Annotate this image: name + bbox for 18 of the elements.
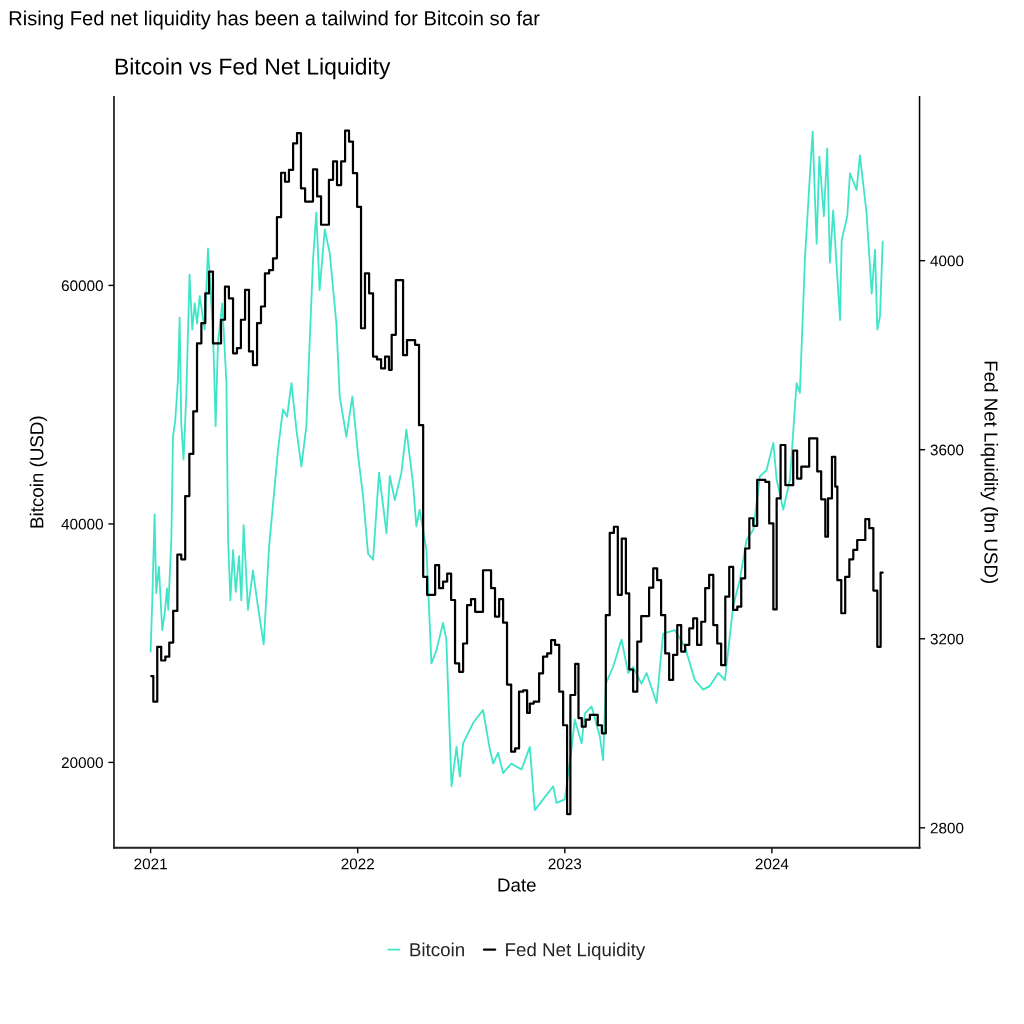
y2-tick-label: 4000 [930, 255, 964, 267]
y2-axis-title: Fed Net Liquidity (bn USD) [980, 361, 999, 584]
x-tick-label: 2022 [341, 858, 374, 870]
y-axis-title: Bitcoin (USD) [29, 416, 48, 528]
chart-title: Rising Fed net liquidity has been a tailwind for Bitcoin so far [9, 10, 540, 30]
x-tick-label: 2024 [755, 858, 789, 870]
y-tick-label: 60000 [61, 280, 103, 292]
legend-label: Fed Net Liquidity [506, 942, 646, 961]
legend-label: Bitcoin [410, 942, 464, 957]
y2-tick-label: 3600 [930, 444, 964, 456]
x-axis-title: Date [498, 878, 536, 892]
y2-tick-label: 2800 [930, 822, 964, 834]
y2-tick-label: 3200 [930, 633, 964, 645]
chart-subtitle: Bitcoin vs Fed Net Liquidity [115, 57, 391, 80]
x-tick-label: 2023 [548, 858, 582, 870]
y-tick-label: 40000 [61, 518, 103, 530]
y-tick-label: 20000 [61, 757, 103, 769]
x-tick-label: 2021 [134, 858, 167, 870]
